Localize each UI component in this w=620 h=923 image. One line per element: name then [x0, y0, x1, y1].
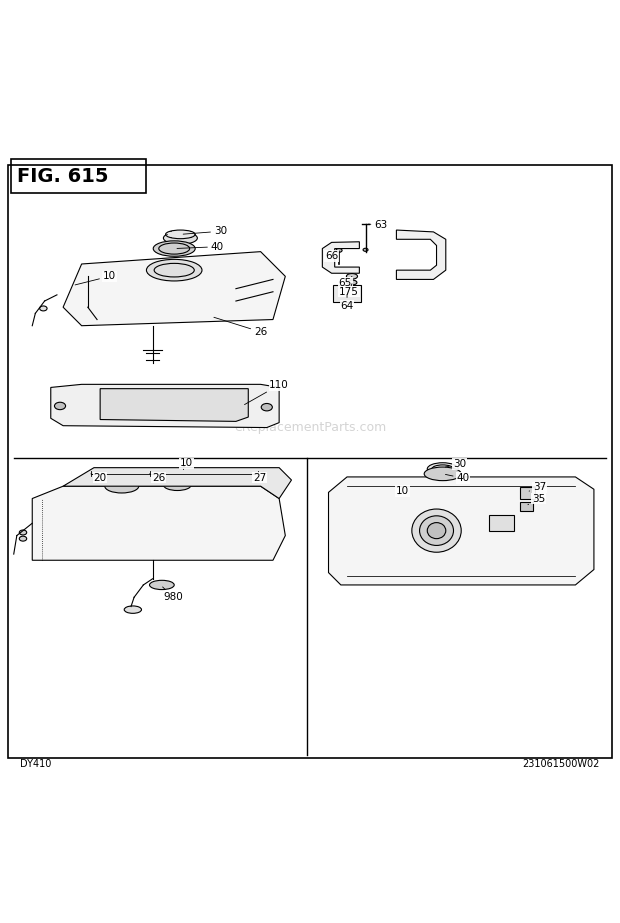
Text: 40: 40	[445, 473, 469, 483]
Polygon shape	[63, 252, 285, 326]
Bar	[489, 515, 514, 531]
Text: 20: 20	[91, 473, 107, 483]
Ellipse shape	[19, 530, 27, 535]
Ellipse shape	[427, 462, 458, 475]
Ellipse shape	[40, 306, 47, 311]
Ellipse shape	[347, 273, 358, 279]
Text: 10: 10	[75, 271, 116, 285]
Ellipse shape	[164, 479, 191, 490]
Text: 30: 30	[183, 226, 227, 236]
Polygon shape	[329, 477, 594, 585]
Text: 175: 175	[339, 283, 359, 297]
Text: 10: 10	[180, 459, 193, 468]
Ellipse shape	[105, 479, 139, 493]
Ellipse shape	[153, 241, 195, 257]
Text: 10: 10	[396, 486, 409, 497]
Ellipse shape	[55, 402, 66, 410]
Polygon shape	[100, 389, 248, 422]
Text: 66: 66	[325, 250, 339, 261]
Ellipse shape	[412, 509, 461, 552]
Ellipse shape	[336, 248, 342, 252]
Text: 65: 65	[339, 276, 352, 287]
Ellipse shape	[164, 232, 197, 245]
Ellipse shape	[363, 248, 368, 251]
Text: 110: 110	[244, 380, 289, 404]
Polygon shape	[396, 230, 446, 280]
Text: 64: 64	[340, 294, 353, 311]
Bar	[334, 285, 361, 302]
Ellipse shape	[347, 280, 357, 285]
Ellipse shape	[149, 581, 174, 590]
Text: 26: 26	[149, 473, 166, 483]
Polygon shape	[32, 486, 285, 560]
Ellipse shape	[166, 230, 195, 239]
Ellipse shape	[427, 522, 446, 539]
Text: 27: 27	[253, 473, 266, 483]
Polygon shape	[63, 468, 291, 498]
Ellipse shape	[420, 516, 453, 545]
Text: DY410: DY410	[20, 759, 51, 769]
Text: 30: 30	[445, 459, 466, 469]
Ellipse shape	[146, 259, 202, 281]
Text: 231061500W02: 231061500W02	[523, 759, 600, 769]
Bar	[11, 159, 146, 193]
Text: 40: 40	[177, 242, 224, 252]
Polygon shape	[322, 242, 360, 273]
Text: 26: 26	[214, 318, 267, 337]
Ellipse shape	[424, 467, 461, 481]
Text: 35: 35	[528, 494, 545, 505]
Text: eReplacementParts.com: eReplacementParts.com	[234, 421, 386, 434]
Polygon shape	[51, 384, 279, 427]
Text: FIG. 615: FIG. 615	[17, 167, 108, 186]
Bar	[520, 487, 535, 498]
Bar	[520, 501, 533, 510]
Ellipse shape	[261, 403, 272, 411]
Text: 37: 37	[529, 483, 546, 493]
Ellipse shape	[124, 605, 141, 614]
Text: 63: 63	[368, 220, 388, 230]
Ellipse shape	[19, 536, 27, 541]
Text: 980: 980	[162, 587, 183, 603]
